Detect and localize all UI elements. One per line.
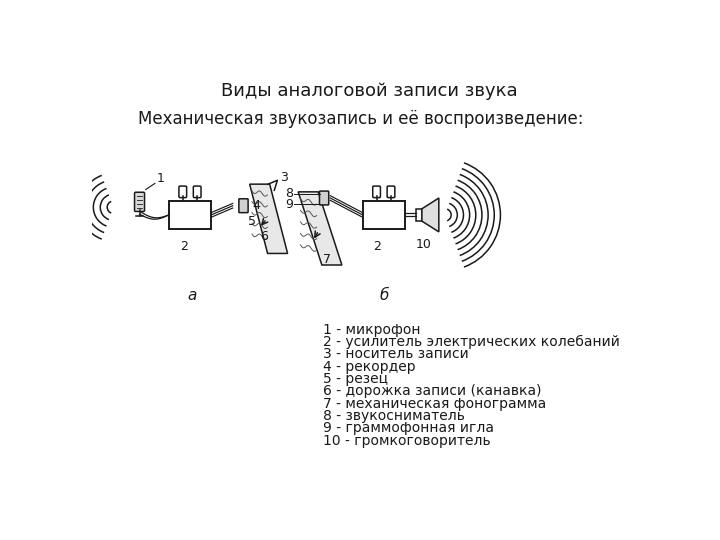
- Text: 4 - рекордер: 4 - рекордер: [323, 360, 415, 374]
- Text: 10 - громкоговоритель: 10 - громкоговоритель: [323, 434, 490, 448]
- Text: 3 - носитель записи: 3 - носитель записи: [323, 347, 469, 361]
- Text: 5 - резец: 5 - резец: [323, 372, 388, 386]
- Text: 9: 9: [286, 198, 294, 211]
- FancyBboxPatch shape: [320, 191, 329, 205]
- Text: 1 - микрофон: 1 - микрофон: [323, 323, 420, 337]
- Text: 2: 2: [180, 240, 187, 253]
- Text: 7 - механическая фонограмма: 7 - механическая фонограмма: [323, 397, 546, 410]
- Text: 8: 8: [286, 187, 294, 200]
- Text: б: б: [379, 288, 389, 303]
- Text: 2: 2: [374, 240, 382, 253]
- Text: 6: 6: [261, 230, 269, 243]
- Bar: [415, 209, 422, 221]
- Text: а: а: [187, 288, 197, 303]
- Text: 1: 1: [156, 172, 164, 185]
- FancyBboxPatch shape: [373, 186, 380, 198]
- Text: 9 - граммофонная игла: 9 - граммофонная игла: [323, 421, 494, 435]
- FancyBboxPatch shape: [194, 186, 201, 198]
- Polygon shape: [298, 192, 342, 265]
- Text: 4: 4: [253, 199, 261, 212]
- Polygon shape: [422, 198, 438, 232]
- Bar: [363, 201, 405, 229]
- Text: 6 - дорожка записи (канавка): 6 - дорожка записи (канавка): [323, 384, 541, 399]
- Text: 10: 10: [415, 238, 431, 251]
- Bar: [168, 201, 211, 229]
- Text: 8 - звукосниматель: 8 - звукосниматель: [323, 409, 464, 423]
- Text: Виды аналоговой записи звука: Виды аналоговой записи звука: [221, 82, 517, 100]
- FancyBboxPatch shape: [135, 192, 145, 212]
- Text: 5: 5: [248, 214, 256, 228]
- Polygon shape: [250, 184, 287, 253]
- FancyBboxPatch shape: [239, 199, 248, 213]
- Text: 2 - усилитель электрических колебаний: 2 - усилитель электрических колебаний: [323, 335, 620, 349]
- Text: Механическая звукозапись и её воспроизведение:: Механическая звукозапись и её воспроизве…: [138, 110, 583, 127]
- FancyBboxPatch shape: [179, 186, 186, 198]
- FancyBboxPatch shape: [387, 186, 395, 198]
- Text: 7: 7: [323, 253, 331, 266]
- Text: 3: 3: [281, 172, 288, 185]
